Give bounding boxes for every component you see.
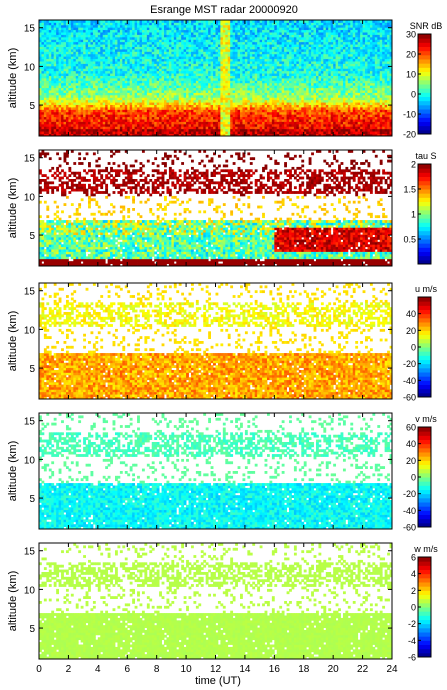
- y-axis-label: altitude (km): [7, 311, 19, 372]
- colorbar-tick-label: 0: [411, 473, 416, 483]
- panel-3: 5 10 15 altitude (km) -60 -40 -20 0 20 40 u m/s: [7, 282, 438, 403]
- colorbar-tick-label: -60: [403, 523, 416, 533]
- colorbar-tick-label: 1.5: [403, 185, 416, 195]
- y-axis-label: altitude (km): [7, 178, 19, 239]
- y-tick-label: 15: [24, 287, 36, 298]
- y-axis-label: altitude (km): [7, 571, 19, 632]
- y-tick-label: 5: [29, 364, 35, 375]
- x-axis-label: time (UT): [195, 675, 241, 687]
- colorbar-tick-label: 0: [411, 90, 416, 100]
- colorbar-tick-label: -40: [403, 376, 416, 386]
- x-tick-label: 4: [95, 664, 101, 675]
- colorbar-tick-label: 20: [406, 50, 416, 60]
- colorbar-tick-label: 30: [406, 30, 416, 40]
- colorbar-tick-label: -20: [403, 130, 416, 140]
- colorbar-label: w m/s: [413, 544, 438, 554]
- y-tick-label: 10: [24, 325, 36, 336]
- colorbar-tick-label: 1: [411, 210, 416, 220]
- colorbar-tick-label: 4: [411, 569, 416, 579]
- figure-title: Esrange MST radar 20000920: [150, 4, 298, 16]
- y-axis-label: altitude (km): [7, 441, 19, 502]
- x-tick-label: 8: [154, 664, 160, 675]
- colorbar-2: 0.5 1 1.5 2: [403, 160, 432, 265]
- colorbar-tick-label: 2: [411, 586, 416, 596]
- colorbar-tick-label: -4: [408, 636, 416, 646]
- colorbar-tick-label: 20: [406, 326, 416, 336]
- panel-4: 5 10 15 altitude (km) -60 -40 -20 0 20 40 60v m/s: [7, 412, 437, 533]
- y-tick-label: 15: [24, 417, 36, 428]
- colorbar-tick-label: 0.5: [403, 235, 416, 245]
- y-tick-label: 10: [24, 62, 36, 73]
- x-tick-label: 0: [36, 664, 42, 675]
- colorbar-tick-label: 60: [406, 423, 416, 433]
- colorbar-5: -6 -4 -2 0 2 4 6: [408, 553, 432, 663]
- colorbar-tick-label: 40: [406, 309, 416, 319]
- y-tick-label: 10: [24, 192, 36, 203]
- x-tick-label: 10: [181, 664, 193, 675]
- colorbar-tick-label: -40: [403, 506, 416, 516]
- colorbar-tick-label: -10: [403, 110, 416, 120]
- y-tick-label: 10: [24, 455, 36, 466]
- colorbar-tick-label: -60: [403, 393, 416, 403]
- colorbar-label: u m/s: [415, 284, 438, 294]
- colorbar-tick-label: 2: [411, 160, 416, 170]
- y-tick-label: 15: [24, 24, 36, 35]
- panel-3-raster: [39, 283, 393, 400]
- colorbar-tick-label: 6: [411, 553, 416, 563]
- y-tick-label: 10: [24, 585, 36, 596]
- panel-2-raster: [39, 150, 393, 267]
- x-tick-label: 22: [357, 664, 369, 675]
- y-tick-label: 5: [29, 101, 35, 112]
- colorbar-tick-label: 0: [411, 603, 416, 613]
- panel-1-raster: [39, 20, 393, 137]
- x-tick-label: 16: [269, 664, 281, 675]
- x-tick-label: 18: [298, 664, 310, 675]
- x-tick-label: 24: [386, 664, 398, 675]
- y-tick-label: 15: [24, 154, 36, 165]
- colorbar-4: -60 -40 -20 0 20 40 60: [403, 423, 432, 533]
- x-tick-label: 2: [66, 664, 72, 675]
- colorbar-tick-label: -20: [403, 489, 416, 499]
- panel-4-raster: [39, 413, 393, 530]
- y-tick-label: 5: [29, 494, 35, 505]
- colorbar-tick-label: -2: [408, 619, 416, 629]
- colorbar-label: SNR dB: [410, 21, 443, 31]
- x-tick-label: 12: [210, 664, 222, 675]
- x-tick-label: 20: [328, 664, 340, 675]
- colorbar-tick-label: -6: [408, 653, 416, 663]
- x-tick-label: 6: [124, 664, 130, 675]
- colorbar-label: tau S: [415, 151, 436, 161]
- colorbar-tick-label: 40: [406, 439, 416, 449]
- x-tick-label: 14: [239, 664, 251, 675]
- y-tick-label: 5: [29, 231, 35, 242]
- y-axis-label: altitude (km): [7, 48, 19, 109]
- colorbar-3: -60 -40 -20 0 20 40: [403, 296, 432, 403]
- colorbar-tick-label: -20: [403, 359, 416, 369]
- panel-5-raster: [39, 543, 393, 660]
- y-tick-label: 15: [24, 547, 36, 558]
- colorbar-tick-label: 10: [406, 70, 416, 80]
- colorbar-tick-label: 20: [406, 456, 416, 466]
- colorbar-label: v m/s: [415, 414, 437, 424]
- colorbar-1: -20 -10 0 10 20 30: [403, 30, 432, 140]
- colorbar-tick-label: 0: [411, 343, 416, 353]
- y-tick-label: 5: [29, 624, 35, 635]
